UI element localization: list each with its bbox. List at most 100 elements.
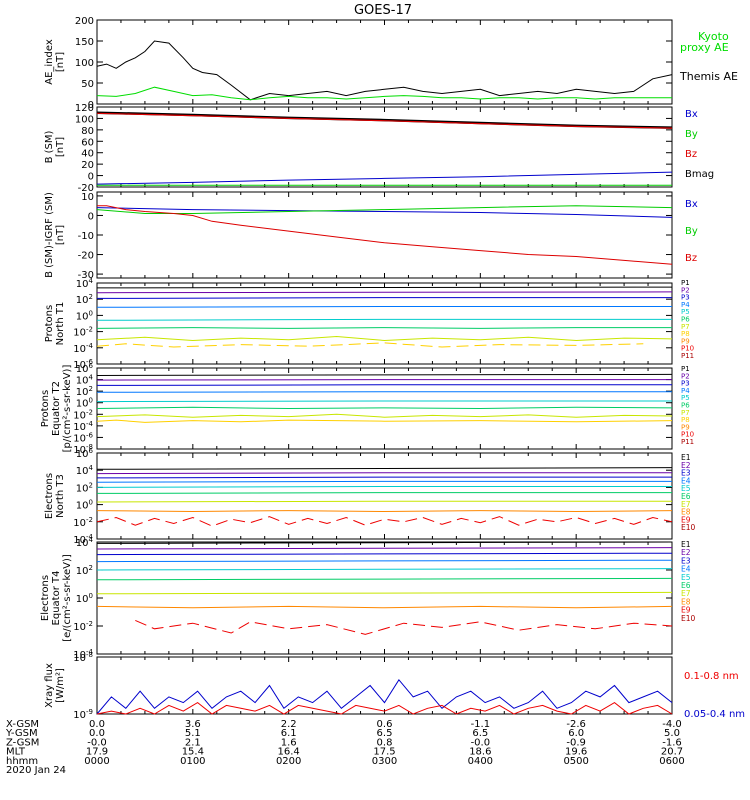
series-electrons_t4-4 <box>96 568 673 571</box>
legend-entry: P9 <box>681 423 690 431</box>
y-tick-label: 0 <box>88 211 94 222</box>
xaxis-value: 2.1 <box>185 737 201 748</box>
legend-entry: P2 <box>681 286 690 294</box>
y-tick-label: 100 <box>76 309 93 322</box>
panel-frame <box>96 282 673 365</box>
series-electrons_t3-5 <box>96 492 672 494</box>
legend-entry: E10 <box>681 614 696 623</box>
date-label: 2020 Jan 24 <box>6 765 66 776</box>
series-electrons_t4-0 <box>96 541 673 544</box>
y-tick-label: 0 <box>88 172 94 183</box>
xaxis-value: 5.1 <box>185 728 201 739</box>
series-electrons_t3-1 <box>96 472 672 475</box>
y-tick-label: 100 <box>76 499 93 512</box>
xaxis-value: 3.6 <box>185 719 201 730</box>
y-tick-label: 104 <box>76 464 94 477</box>
series-protons_t2-3 <box>96 391 672 393</box>
y-tick-label: 10-4 <box>73 420 93 433</box>
legend-entry: P11 <box>681 352 694 360</box>
y-tick-label: 10-6 <box>73 431 93 444</box>
legend-entry: P1 <box>681 365 690 373</box>
xaxis-value: 16.4 <box>278 747 300 758</box>
legend-entry: E2 <box>681 548 691 557</box>
panel-frame <box>96 541 673 655</box>
legend-entry: E9 <box>681 606 691 615</box>
legend-entry: E7 <box>681 500 691 509</box>
y-tick-label: 10-4 <box>73 533 93 546</box>
xaxis-value: 0300 <box>372 756 397 767</box>
series-xray-1 <box>96 701 673 715</box>
xaxis-value: -1.6 <box>662 737 682 748</box>
y-tick-label: 50 <box>81 79 94 90</box>
series-protons_t1-6 <box>96 335 673 342</box>
legend-entry: By <box>685 129 698 140</box>
y-tick-label: 104 <box>76 536 94 549</box>
y-axis-label: [nT] <box>55 52 66 72</box>
y-tick-label: 60 <box>81 137 94 148</box>
y-axis-label: [nT] <box>55 137 66 157</box>
series-b_sm-1 <box>96 112 673 129</box>
y-tick-label: 104 <box>76 277 94 290</box>
legend-entry: E4 <box>681 565 691 574</box>
y-axis-label: [p/(cm²-s-sr-keV)] <box>62 365 73 453</box>
legend-entry: P6 <box>681 316 690 324</box>
legend-entry: E7 <box>681 589 691 598</box>
legend-entry: P2 <box>681 372 690 380</box>
series-protons_t2-0 <box>96 373 673 376</box>
y-tick-label: -20 <box>78 251 94 262</box>
series-electrons_t4-3 <box>96 559 673 563</box>
legend-entry: E5 <box>681 484 691 493</box>
legend-entry: E1 <box>681 453 691 462</box>
y-tick-label: 10-6 <box>73 358 93 371</box>
legend-entry: P6 <box>681 402 690 410</box>
y-tick-label: 10-2 <box>73 326 93 339</box>
series-electrons_t3-8 <box>96 516 673 527</box>
legend-entry: Bx <box>685 109 698 120</box>
y-axis-label: Xray flux <box>44 663 55 708</box>
xaxis-value: 0600 <box>659 756 684 767</box>
legend-entry: Bz <box>685 149 697 160</box>
y-tick-label: -20 <box>78 183 94 194</box>
series-protons_t1-1 <box>96 291 673 294</box>
y-tick-label: 100 <box>76 397 93 410</box>
xaxis-value: 20.7 <box>661 747 683 758</box>
series-b_igrf-1 <box>96 205 673 214</box>
y-tick-label: 100 <box>75 114 94 125</box>
series-electrons_t4-1 <box>96 547 673 550</box>
series-electrons_t3-7 <box>96 510 673 513</box>
xaxis-value: 0.6 <box>377 719 393 730</box>
y-tick-label: 10-2 <box>73 408 93 421</box>
y-tick-label: 102 <box>76 564 93 577</box>
legend-entry: E8 <box>681 597 691 606</box>
series-electrons_t4-6 <box>96 591 673 595</box>
xaxis-value: 18.6 <box>469 747 491 758</box>
legend-entry: P8 <box>681 416 690 424</box>
y-axis-label: Protons <box>40 390 51 427</box>
legend-entry: Bz <box>685 253 697 264</box>
xaxis-value: 5.0 <box>664 728 680 739</box>
legend-entry: E10 <box>681 523 696 532</box>
series-protons_t2-6 <box>96 413 673 418</box>
panel-frame <box>96 19 673 105</box>
panel-frame <box>96 452 673 540</box>
series-protons_t2-5 <box>96 406 673 410</box>
chart-title: GOES-17 <box>354 3 412 18</box>
y-tick-label: 80 <box>81 126 94 137</box>
y-tick-label: 10-4 <box>73 648 93 661</box>
y-tick-label: 106 <box>76 362 94 375</box>
legend-entry: Themis AE <box>679 70 738 83</box>
xaxis-value: 6.0 <box>568 728 584 739</box>
panel-electrons_t4: 104 102 100 10-2 10-4 Electrons Equator T4 [e/(… <box>40 536 696 661</box>
series-b_igrf-0 <box>96 207 673 218</box>
series-protons_t1-0 <box>96 286 673 289</box>
xaxis-value: 17.5 <box>373 747 395 758</box>
series-protons_t2-4 <box>96 400 672 403</box>
y-tick-label: 150 <box>75 37 94 48</box>
y-tick-label: 40 <box>81 149 94 160</box>
legend-entry: By <box>685 226 698 237</box>
y-axis-label: Electrons <box>44 473 55 519</box>
xaxis-value: 19.6 <box>565 747 587 758</box>
